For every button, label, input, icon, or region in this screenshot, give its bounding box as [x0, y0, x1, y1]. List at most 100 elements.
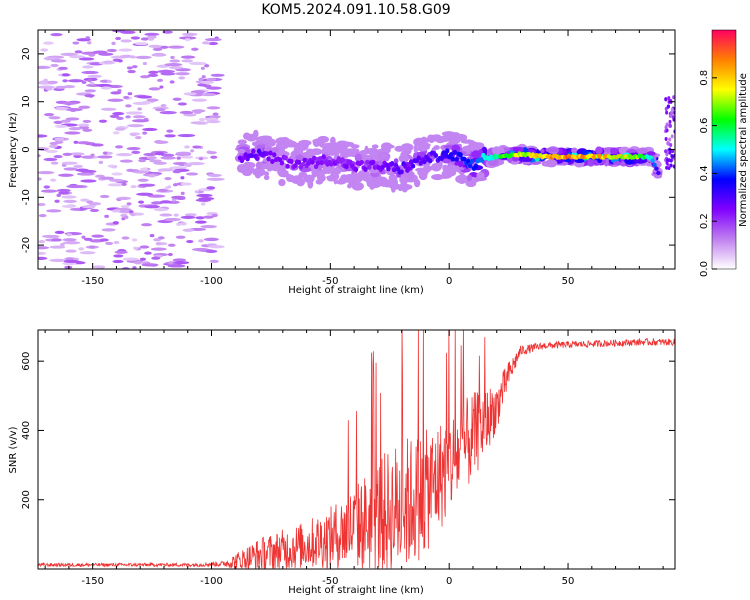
noise-blob: [43, 41, 54, 45]
noise-blob: [111, 41, 116, 45]
signal-blob: [259, 135, 273, 140]
noise-blob: [209, 115, 221, 119]
noise-blob: [61, 195, 77, 199]
noise-blob: [180, 176, 185, 180]
ridge-core: [249, 152, 254, 158]
noise-blob: [80, 169, 97, 174]
signal-blob: [346, 151, 353, 157]
edge-blob: [665, 165, 669, 170]
ridge-core: [416, 155, 421, 161]
ridge-core: [384, 162, 389, 168]
noise-blob: [101, 228, 116, 232]
signal-blob: [571, 147, 578, 154]
noise-blob: [141, 263, 159, 267]
signal-blob: [442, 164, 448, 172]
ridge-core: [433, 152, 439, 158]
signal-blob: [351, 181, 364, 191]
noise-blob: [92, 265, 105, 269]
noise-blob: [194, 190, 199, 194]
noise-blob: [190, 90, 206, 94]
noise-blob: [64, 265, 73, 269]
x-tick-label: -150: [81, 576, 104, 587]
noise-blob: [177, 133, 196, 138]
signal-blob: [460, 139, 475, 144]
signal-blob: [365, 147, 379, 154]
noise-blob: [45, 87, 53, 91]
noise-blob: [38, 240, 46, 244]
noise-blob: [124, 215, 129, 219]
ridge-core: [652, 162, 657, 168]
signal-blob: [248, 134, 255, 142]
signal-blob: [361, 174, 370, 182]
noise-blob: [100, 176, 115, 180]
edge-blob: [664, 125, 668, 130]
noise-blob: [50, 161, 59, 165]
edge-blob: [665, 160, 669, 165]
noise-blob: [89, 81, 95, 85]
signal-blob: [408, 171, 415, 176]
noise-blob: [82, 119, 92, 124]
signal-blob: [400, 143, 414, 152]
noise-blob: [49, 258, 67, 262]
noise-blob: [64, 131, 81, 135]
ridge-core: [292, 163, 298, 169]
signal-blob: [621, 161, 626, 166]
noise-blob: [186, 239, 194, 244]
signal-blob: [322, 165, 335, 174]
noise-blob: [152, 47, 163, 51]
signal-blob: [436, 135, 442, 141]
noise-blob: [111, 209, 121, 213]
noise-blob: [184, 38, 191, 42]
ridge-core: [285, 163, 290, 169]
noise-blob: [200, 224, 217, 229]
colorbar-tick-label: 0.0: [699, 261, 710, 277]
noise-blob: [206, 77, 217, 82]
signal-blob: [399, 176, 407, 184]
noise-blob: [38, 202, 46, 207]
noise-blob: [198, 117, 206, 122]
noise-blob: [172, 170, 182, 174]
noise-blob: [43, 113, 55, 117]
noise-blob: [169, 59, 181, 63]
noise-blob: [112, 165, 117, 169]
edge-blob: [664, 137, 668, 142]
noise-blob: [81, 155, 94, 159]
noise-blob: [65, 249, 77, 253]
noise-blob: [66, 108, 83, 112]
noise-blob: [181, 59, 194, 63]
noise-blob: [180, 55, 196, 59]
ridge-core: [353, 167, 359, 173]
noise-blob: [72, 41, 80, 45]
signal-blob: [317, 174, 326, 183]
signal-blob: [371, 144, 379, 149]
noise-blob: [159, 111, 177, 115]
noise-blob: [180, 215, 196, 219]
noise-blob: [205, 38, 222, 42]
ridge-core: [408, 159, 414, 165]
noise-blob: [190, 149, 195, 153]
noise-blob: [83, 237, 93, 241]
noise-blob: [172, 258, 187, 262]
noise-blob: [113, 131, 120, 135]
noise-blob: [106, 48, 117, 53]
noise-blob: [178, 36, 197, 40]
noise-blob: [61, 73, 70, 77]
noise-blob: [155, 242, 162, 246]
noise-blob: [62, 241, 81, 245]
ridge-core: [466, 158, 471, 164]
signal-blob: [263, 175, 270, 181]
noise-blob: [73, 164, 83, 168]
ridge-core: [393, 162, 399, 168]
noise-blob: [155, 108, 166, 112]
noise-blob: [91, 143, 104, 147]
noise-blob: [54, 199, 60, 203]
signal-blob: [298, 171, 308, 179]
ridge-core: [656, 170, 661, 176]
noise-blob: [38, 251, 47, 255]
noise-blob: [181, 32, 198, 36]
ridge-core: [391, 167, 397, 173]
noise-blob: [171, 195, 186, 199]
noise-blob: [43, 78, 48, 82]
noise-blob: [141, 223, 152, 227]
noise-blob: [169, 80, 175, 84]
